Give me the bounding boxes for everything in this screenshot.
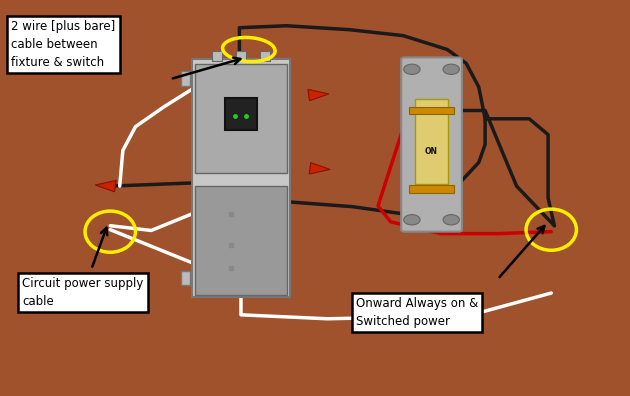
- Circle shape: [443, 64, 459, 74]
- Bar: [195, 186, 287, 295]
- Circle shape: [443, 215, 459, 225]
- Text: Circuit power supply
cable: Circuit power supply cable: [22, 277, 144, 308]
- Polygon shape: [308, 89, 329, 101]
- FancyBboxPatch shape: [415, 99, 448, 184]
- Bar: [192, 59, 290, 297]
- Bar: [226, 98, 256, 130]
- FancyBboxPatch shape: [401, 57, 462, 232]
- Text: ON: ON: [425, 147, 438, 156]
- Bar: [181, 71, 190, 86]
- Bar: [195, 64, 287, 173]
- Text: 2 wire [plus bare]
cable between
fixture & switch: 2 wire [plus bare] cable between fixture…: [11, 20, 115, 69]
- Polygon shape: [95, 181, 116, 192]
- Polygon shape: [309, 163, 330, 174]
- Circle shape: [404, 64, 420, 74]
- Circle shape: [404, 215, 420, 225]
- FancyBboxPatch shape: [409, 107, 454, 114]
- Text: Onward Always on &
Switched power: Onward Always on & Switched power: [356, 297, 478, 328]
- Bar: [260, 51, 270, 61]
- FancyBboxPatch shape: [409, 185, 454, 193]
- Bar: [236, 51, 246, 61]
- Bar: [212, 51, 222, 61]
- Bar: [181, 271, 190, 285]
